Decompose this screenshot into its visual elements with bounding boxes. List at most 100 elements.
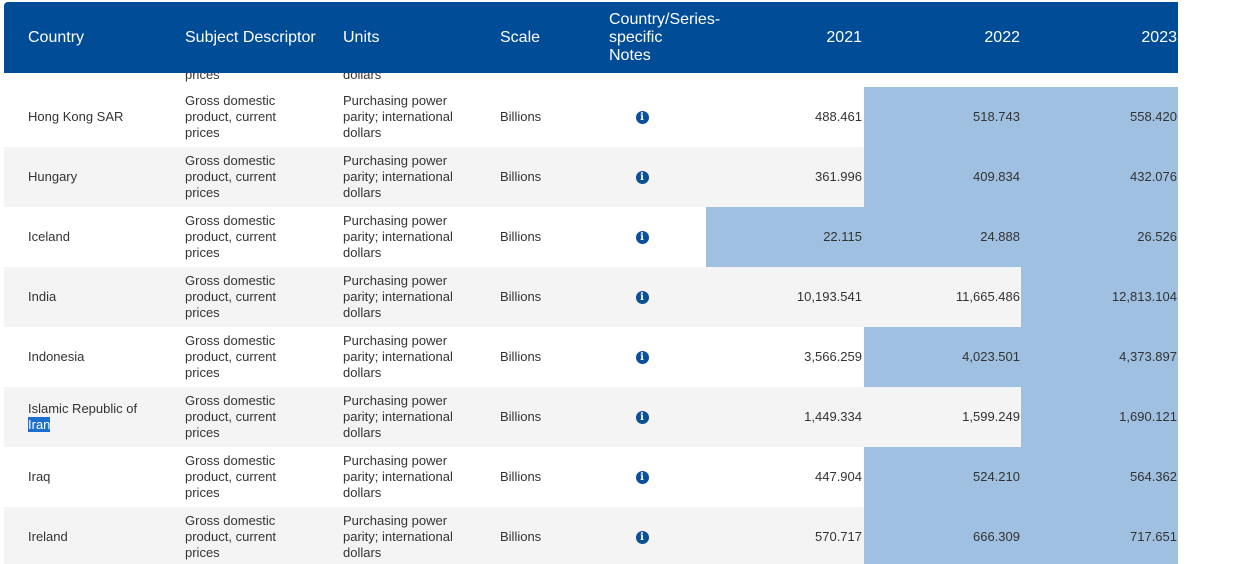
value-2023: 12,813.104 (1111, 289, 1177, 304)
selection-highlight (864, 207, 1021, 267)
scale-cell: Billions (500, 229, 542, 244)
units-cell: Purchasing power parity; international d… (343, 513, 453, 560)
country-name: Islamic Republic of (28, 401, 138, 416)
country-cell: Hungary (28, 147, 158, 207)
value-2022: 24.888 (980, 229, 1020, 244)
scale-cell: Billions (500, 529, 542, 544)
country-name: Ireland (28, 529, 68, 544)
scale-cell: Billions (500, 169, 542, 184)
value-2023: 564.362 (1130, 469, 1177, 484)
header-subject-descriptor[interactable]: Subject Descriptor (185, 28, 316, 46)
header-year-2021[interactable]: 2021 (826, 28, 862, 46)
header-notes[interactable]: Country/Series- specific Notes (609, 2, 739, 73)
country-cell: Iceland (28, 207, 158, 267)
subject-descriptor-cell: Gross domestic product, current prices (185, 393, 277, 440)
value-2021: 570.717 (815, 529, 862, 544)
units-cell: Purchasing power parity; international d… (343, 213, 453, 260)
value-2022: 518.743 (973, 109, 1020, 124)
selection-highlight (1021, 147, 1178, 207)
value-2021: 3,566.259 (804, 349, 862, 364)
selection-highlight (864, 87, 1021, 147)
subject-descriptor-cell: Gross domestic product, current prices (185, 153, 277, 200)
table-row[interactable]: Iraq Gross domestic product, current pric… (4, 447, 1178, 507)
country-name: India (28, 289, 57, 304)
scale-cell: Billions (500, 409, 542, 424)
value-2023: 4,373.897 (1119, 349, 1177, 364)
country-name: Iraq (28, 469, 51, 484)
table-row[interactable]: Indonesia Gross domestic product, current… (4, 327, 1178, 387)
selection-highlight (1021, 87, 1178, 147)
selection-highlight (1021, 327, 1178, 387)
table-row[interactable]: India Gross domestic product, current pri… (4, 267, 1178, 327)
scale-cell: Billions (500, 349, 542, 364)
table-row[interactable]: Islamic Republic of Iran Gross domestic p… (4, 387, 1178, 447)
value-2022: 11,665.486 (955, 289, 1020, 304)
notes-cell: i (632, 507, 652, 564)
header-units[interactable]: Units (343, 28, 380, 46)
country-cell: India (28, 267, 158, 327)
subject-descriptor-cell: Gross domestic product, current prices (185, 93, 277, 140)
info-icon[interactable]: i (635, 410, 649, 424)
value-2022: 524.210 (973, 469, 1020, 484)
info-icon[interactable]: i (635, 230, 649, 244)
scale-cell: Billions (500, 469, 542, 484)
value-2021: 447.904 (815, 469, 862, 484)
value-2021: 10,193.541 (796, 289, 862, 304)
header-notes-line2: specific (609, 28, 663, 46)
notes-cell: i (632, 447, 652, 507)
selection-highlight (864, 147, 1021, 207)
units-cell: Purchasing power parity; international d… (343, 93, 453, 140)
value-2022: 4,023.501 (962, 349, 1020, 364)
country-name: Indonesia (28, 349, 85, 364)
info-icon[interactable]: i (635, 350, 649, 364)
header-scale[interactable]: Scale (500, 28, 541, 46)
value-2023: 432.076 (1130, 169, 1177, 184)
info-icon[interactable]: i (635, 470, 649, 484)
subject-descriptor-cell: Gross domestic product, current prices (185, 453, 277, 500)
table-row[interactable]: Hungary Gross domestic product, current p… (4, 147, 1178, 207)
data-table: Country Subject Descriptor Units Scale C… (4, 0, 1178, 564)
country-cell: Islamic Republic of Iran (28, 387, 158, 447)
partial-subject: prices (185, 73, 220, 82)
value-2022: 1,599.249 (962, 409, 1020, 424)
country-name: Hong Kong SAR (28, 109, 124, 124)
info-icon[interactable]: i (635, 530, 649, 544)
subject-descriptor-cell: Gross domestic product, current prices (185, 273, 277, 320)
subject-descriptor-cell: Gross domestic product, current prices (185, 213, 277, 260)
notes-cell: i (632, 87, 652, 147)
info-icon[interactable]: i (635, 290, 649, 304)
units-cell: Purchasing power parity; international d… (343, 393, 453, 440)
value-2021: 1,449.334 (804, 409, 862, 424)
notes-cell: i (632, 387, 652, 447)
partial-units: dollars (343, 73, 382, 82)
header-year-2023[interactable]: 2023 (1141, 28, 1177, 46)
selection-highlight (864, 327, 1021, 387)
header-notes-line1: Country/Series- (609, 10, 721, 28)
notes-cell: i (632, 207, 652, 267)
scale-cell: Billions (500, 289, 542, 304)
header-year-2022[interactable]: 2022 (984, 28, 1020, 46)
selection-highlight (1021, 447, 1178, 507)
notes-cell: i (632, 267, 652, 327)
subject-descriptor-cell: Gross domestic product, current prices (185, 513, 277, 560)
selection-highlight (706, 207, 864, 267)
value-2021: 22.115 (823, 229, 862, 244)
table-row[interactable]: Hong Kong SAR Gross domestic product, cur… (4, 87, 1178, 147)
units-cell: Purchasing power parity; international d… (343, 333, 453, 380)
selection-highlight (864, 447, 1021, 507)
info-icon[interactable]: i (635, 110, 649, 124)
table-row[interactable]: Ireland Gross domestic product, current p… (4, 507, 1178, 564)
header-notes-line3: Notes (609, 46, 651, 64)
partial-row: prices dollars (4, 73, 1178, 87)
value-2022: 666.309 (973, 529, 1020, 544)
table-row[interactable]: Iceland Gross domestic product, current p… (4, 207, 1178, 267)
table-header: Country Subject Descriptor Units Scale C… (4, 2, 1178, 73)
value-2021: 361.996 (815, 169, 862, 184)
value-2022: 409.834 (973, 169, 1020, 184)
notes-cell: i (632, 147, 652, 207)
info-icon[interactable]: i (635, 170, 649, 184)
value-2023: 558.420 (1130, 109, 1177, 124)
units-cell: Purchasing power parity; international d… (343, 153, 453, 200)
header-country[interactable]: Country (28, 28, 85, 46)
country-name: Hungary (28, 169, 78, 184)
